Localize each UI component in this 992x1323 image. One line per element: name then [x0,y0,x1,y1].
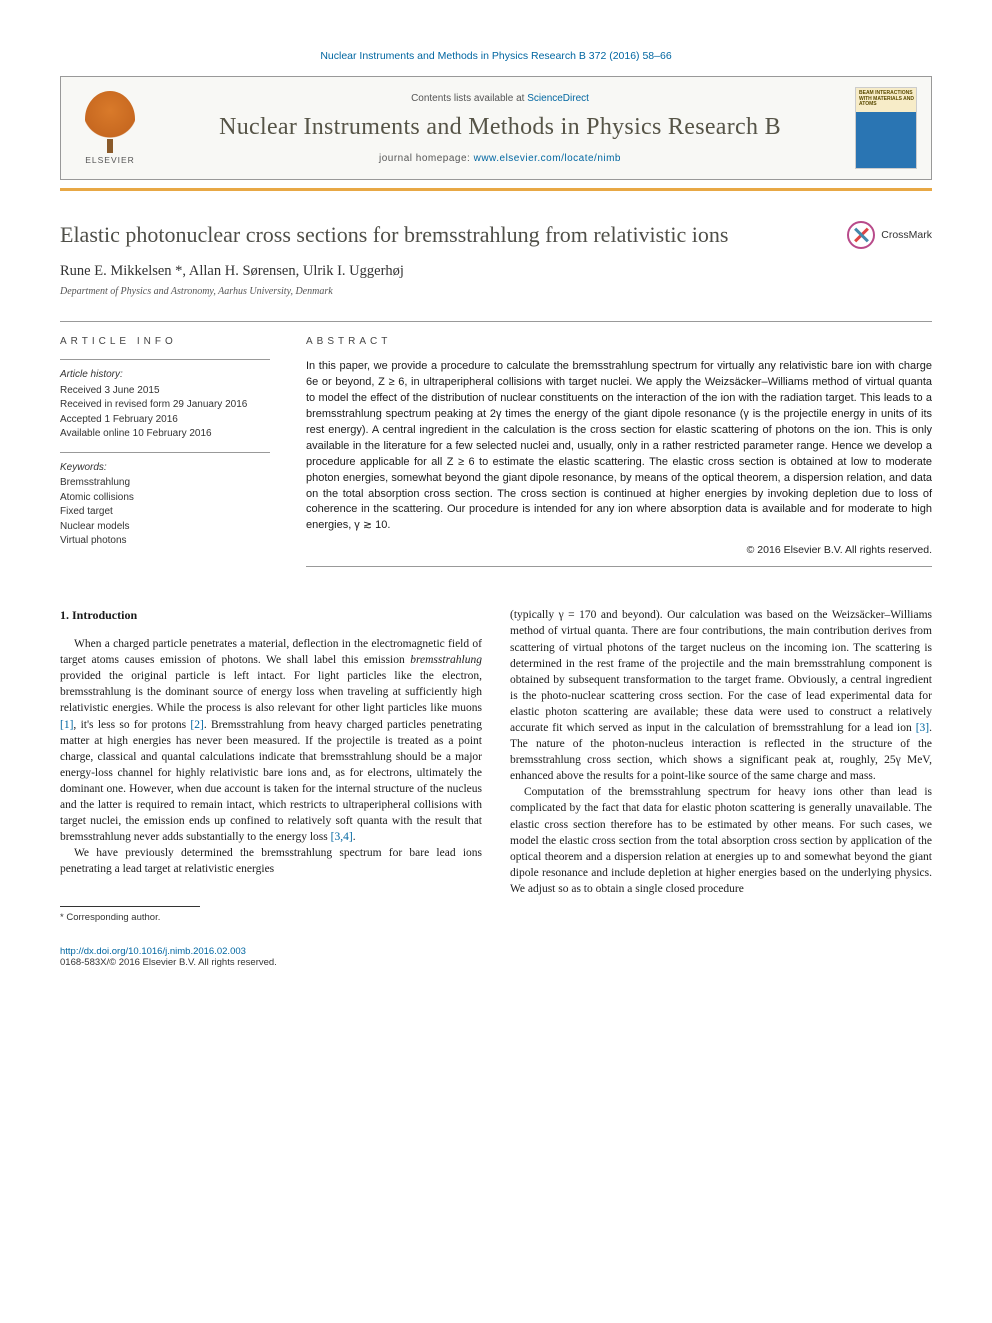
history-line: Received in revised form 29 January 2016 [60,398,270,413]
abstract-copyright: © 2016 Elsevier B.V. All rights reserved… [306,544,932,556]
body-paragraph: Computation of the bremsstrahlung spectr… [510,784,932,897]
elsevier-tree-icon [85,91,135,147]
info-divider [60,452,270,453]
keyword: Nuclear models [60,520,270,535]
citation-link[interactable]: [2] [190,719,203,731]
keyword: Fixed target [60,505,270,520]
keyword: Virtual photons [60,534,270,549]
abstract-label: ABSTRACT [306,336,932,347]
cover-text: BEAM INTERACTIONS WITH MATERIALS AND ATO… [859,91,916,108]
article-info-label: ARTICLE INFO [60,336,270,347]
homepage-prefix: journal homepage: [379,153,474,164]
history-label: Article history: [60,368,270,383]
sciencedirect-link[interactable]: ScienceDirect [527,93,589,104]
abstract-column: ABSTRACT In this paper, we provide a pro… [306,336,932,567]
body-columns: 1. Introduction When a charged particle … [60,607,932,924]
contents-prefix: Contents lists available at [411,93,527,104]
body-paragraph: When a charged particle penetrates a mat… [60,636,482,845]
journal-title: Nuclear Instruments and Methods in Physi… [161,114,839,141]
contents-availability: Contents lists available at ScienceDirec… [161,93,839,104]
header-rule [60,188,932,191]
body-paragraph: (typically γ = 170 and beyond). Our calc… [510,607,932,784]
authors: Rune E. Mikkelsen *, Allan H. Sørensen, … [60,263,932,280]
affiliation: Department of Physics and Astronomy, Aar… [60,286,932,297]
history-line: Accepted 1 February 2016 [60,413,270,428]
keyword: Atomic collisions [60,491,270,506]
history-line: Available online 10 February 2016 [60,427,270,442]
divider [60,321,932,322]
doi-link[interactable]: http://dx.doi.org/10.1016/j.nimb.2016.02… [60,946,932,957]
abstract-text: In this paper, we provide a procedure to… [306,359,932,534]
journal-reference: Nuclear Instruments and Methods in Physi… [60,50,932,62]
info-abstract-row: ARTICLE INFO Article history: Received 3… [60,336,932,567]
corresponding-author-footnote: * Corresponding author. [60,911,482,924]
abstract-divider [306,566,932,567]
section-heading: 1. Introduction [60,607,482,624]
citation-link[interactable]: [3] [916,722,929,734]
keywords-label: Keywords: [60,461,270,476]
keywords: Keywords: Bremsstrahlung Atomic collisio… [60,461,270,549]
publisher-name: ELSEVIER [85,155,135,165]
citation-link[interactable]: [1] [60,719,73,731]
article-header: Elastic photonuclear cross sections for … [60,221,932,297]
article-info-column: ARTICLE INFO Article history: Received 3… [60,336,270,567]
page: Nuclear Instruments and Methods in Physi… [0,0,992,1008]
page-footer: http://dx.doi.org/10.1016/j.nimb.2016.02… [60,946,932,968]
body-column-left: 1. Introduction When a charged particle … [60,607,482,924]
journal-header: ELSEVIER Contents lists available at Sci… [60,76,932,180]
crossmark-label: CrossMark [881,229,932,241]
history-line: Received 3 June 2015 [60,384,270,399]
article-title: Elastic photonuclear cross sections for … [60,221,827,249]
crossmark-widget[interactable]: CrossMark [847,221,932,249]
issn-copyright: 0168-583X/© 2016 Elsevier B.V. All right… [60,957,932,968]
citation-link[interactable]: [3,4] [331,831,353,843]
footnote-rule [60,906,200,907]
journal-homepage: journal homepage: www.elsevier.com/locat… [161,153,839,164]
info-divider [60,359,270,360]
body-paragraph: We have previously determined the bremss… [60,845,482,877]
article-history: Article history: Received 3 June 2015 Re… [60,368,270,442]
crossmark-icon [847,221,875,249]
keyword: Bremsstrahlung [60,476,270,491]
elsevier-logo: ELSEVIER [75,88,145,168]
homepage-link[interactable]: www.elsevier.com/locate/nimb [474,153,621,164]
body-column-right: (typically γ = 170 and beyond). Our calc… [510,607,932,924]
journal-cover-thumbnail: BEAM INTERACTIONS WITH MATERIALS AND ATO… [855,87,917,169]
